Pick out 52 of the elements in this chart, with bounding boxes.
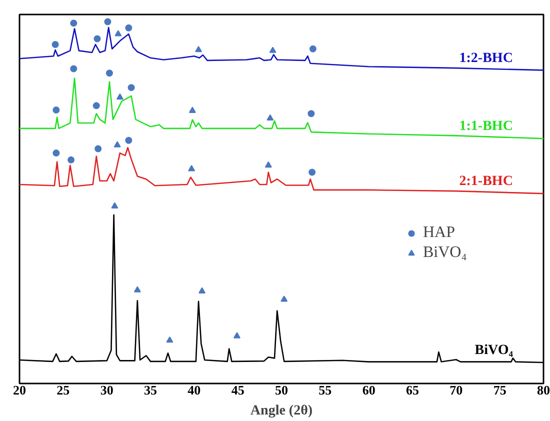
point [198,287,206,294]
point [195,46,202,52]
x-tick-label: 25 [56,382,70,398]
point [70,65,78,72]
point [166,336,174,343]
point [92,102,100,110]
x-tick-label: 50 [275,382,288,398]
point [106,70,113,77]
point [188,106,196,113]
point [111,202,118,208]
x-tick-label: 70 [450,382,463,398]
point [70,20,78,27]
point [188,165,196,172]
point [308,110,315,118]
point [125,136,132,144]
point [94,145,102,152]
point [125,24,132,32]
x-tick-label: 45 [231,382,245,398]
point [308,168,316,176]
x-tick-label: 30 [100,382,114,398]
x-tick-label: 55 [318,382,332,398]
legend-label: HAP [423,224,456,242]
point [114,30,122,36]
x-tick-label: 75 [493,382,507,398]
legend-label: BiVO₄ [423,244,467,262]
point [269,46,276,53]
x-tick-label: 60 [362,382,376,398]
point [128,84,135,92]
point [134,286,141,292]
point [309,45,316,52]
x-tick-label: 40 [188,382,201,398]
point [280,296,288,302]
series-label: BiVO₄ [474,343,514,358]
x-tick-label: 35 [144,382,158,398]
x-tick-label: 20 [13,382,26,398]
point [68,156,75,164]
x-tick-label: 80 [537,382,550,398]
point [52,150,60,157]
point [116,93,124,100]
series-label: 1:1-BHC [459,119,513,134]
point [52,41,59,48]
series-label: 1:2-BHC [459,50,513,66]
series-label: 2:1-BHC [459,174,513,190]
point [114,141,121,148]
x-tick-label: 65 [406,382,420,398]
point [233,332,240,338]
point [104,18,112,26]
x-axis-title: Angle (2θ) [250,404,313,418]
point [266,114,274,121]
point [94,35,101,42]
point [264,161,272,168]
point [52,106,60,114]
